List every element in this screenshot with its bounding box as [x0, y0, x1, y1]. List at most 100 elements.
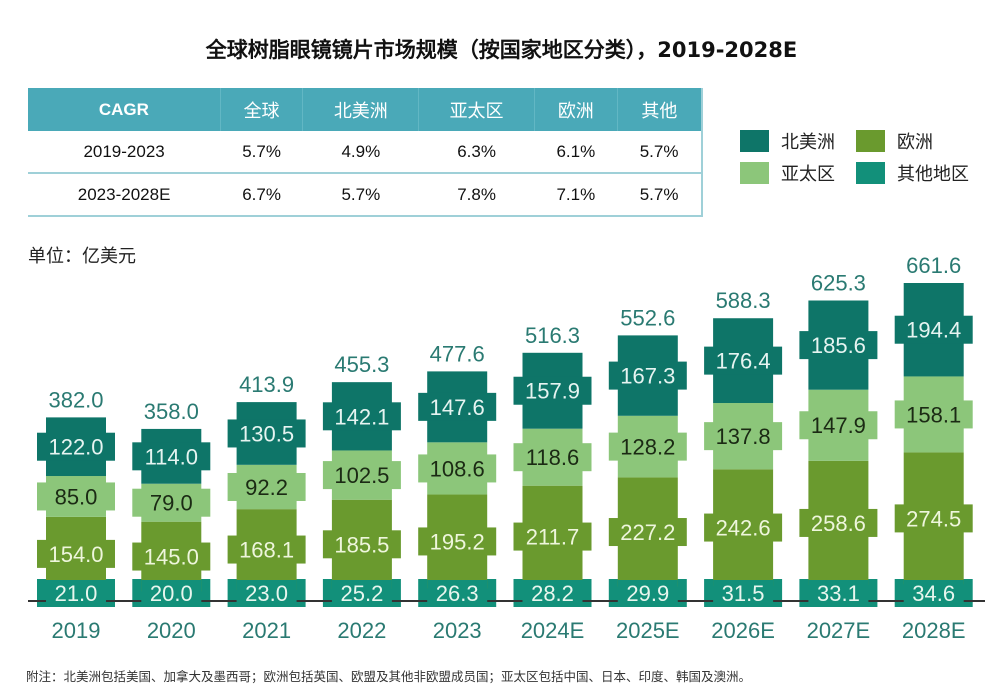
data-label: 85.0 — [55, 484, 98, 509]
data-label: 23.0 — [245, 581, 288, 606]
total-label: 413.9 — [239, 372, 294, 397]
data-label: 137.8 — [716, 424, 771, 449]
x-tick-label: 2028E — [902, 618, 966, 643]
data-label-bg — [903, 580, 964, 606]
data-label-bg — [227, 472, 306, 501]
data-label: 176.4 — [716, 349, 771, 374]
data-label-bg — [46, 580, 106, 606]
x-tick-label: 2021 — [242, 618, 291, 643]
data-label: 25.2 — [340, 581, 383, 606]
data-label-bg — [132, 488, 211, 517]
cagr-header-cell: 亚太区 — [418, 88, 535, 131]
data-label-bg — [427, 580, 488, 606]
x-tick-label: 2025E — [616, 618, 680, 643]
legend-item-asia-pacific: 亚太区 — [740, 160, 835, 186]
data-label-bg — [704, 513, 783, 542]
x-tick-label: 2024E — [521, 618, 585, 643]
data-label-bg — [322, 530, 401, 559]
data-label: 130.5 — [239, 421, 294, 446]
data-label-bg — [617, 580, 678, 606]
legend-item-europe: 欧洲 — [856, 128, 933, 154]
data-label: 79.0 — [150, 491, 193, 516]
cagr-table-header-row: CAGR 全球 北美洲 亚太区 欧洲 其他 — [28, 88, 702, 131]
data-label: 274.5 — [906, 506, 961, 531]
data-label: 122.0 — [48, 435, 103, 460]
data-label-bg — [808, 580, 869, 606]
data-label: 157.9 — [525, 379, 580, 404]
unit-label: 单位：亿美元 — [28, 246, 136, 267]
x-tick-label: 2020 — [147, 618, 196, 643]
data-label-bg — [37, 539, 115, 568]
total-label: 358.0 — [144, 399, 199, 424]
legend-swatch — [740, 130, 769, 152]
data-label-bg — [236, 580, 297, 606]
data-label-bg — [418, 527, 497, 556]
data-label-bg — [799, 411, 878, 440]
legend-label: 亚太区 — [781, 164, 835, 185]
data-label-bg — [894, 400, 973, 429]
data-label: 258.6 — [811, 511, 866, 536]
data-label: 128.2 — [620, 435, 675, 460]
legend-label: 北美洲 — [781, 132, 835, 153]
legend-item-other-regions: 其他地区 — [856, 160, 969, 186]
data-label: 194.4 — [906, 318, 961, 343]
data-label-bg — [132, 442, 211, 471]
data-label: 102.5 — [334, 463, 389, 488]
data-label: 92.2 — [245, 475, 288, 500]
cagr-value-cell: 5.7% — [302, 173, 419, 217]
data-label-bg — [132, 542, 211, 571]
total-label: 552.6 — [620, 305, 675, 330]
data-label-bg — [704, 422, 783, 451]
total-label: 661.6 — [906, 253, 961, 278]
cagr-value-cell: 5.7% — [617, 131, 702, 174]
data-label-bg — [513, 443, 592, 472]
data-label-bg — [894, 504, 973, 533]
data-label-bg — [322, 402, 401, 431]
data-label: 28.2 — [531, 581, 574, 606]
chart-title: 全球树脂眼镜镜片市场规模（按国家地区分类），2019-2028E — [205, 38, 798, 62]
cagr-header-cell: 全球 — [220, 88, 304, 131]
data-label: 211.7 — [526, 525, 579, 550]
cagr-value-cell: 4.9% — [302, 131, 419, 174]
data-label-bg — [799, 508, 878, 537]
cagr-table: CAGR 全球 北美洲 亚太区 欧洲 其他 2019-2023 5.7% 4.9… — [28, 88, 703, 217]
data-label: 26.3 — [436, 581, 479, 606]
cagr-table-row: 2019-2023 5.7% 4.9% 6.3% 6.1% 5.7% — [28, 131, 702, 174]
data-label-bg — [322, 461, 401, 490]
data-label: 31.5 — [722, 581, 765, 606]
legend-swatch — [740, 162, 769, 184]
data-label: 118.6 — [526, 445, 579, 470]
data-label: 29.9 — [626, 581, 669, 606]
total-label: 455.3 — [334, 352, 389, 377]
cagr-header-cell: 北美洲 — [302, 88, 420, 131]
data-label: 167.3 — [620, 364, 675, 389]
cagr-value-cell: 6.7% — [220, 173, 303, 217]
x-tick-label: 2027E — [807, 618, 871, 643]
data-label-bg — [227, 535, 306, 564]
legend-item-north-america: 北美洲 — [740, 128, 835, 154]
cagr-header-cell: CAGR — [28, 88, 221, 131]
cagr-value-cell: 6.1% — [534, 131, 618, 174]
cagr-period-cell: 2019-2023 — [28, 131, 221, 174]
x-tick-label: 2023 — [433, 618, 482, 643]
data-label: 34.6 — [912, 581, 955, 606]
cagr-value-cell: 7.1% — [534, 173, 618, 217]
cagr-value-cell: 7.8% — [418, 173, 535, 217]
cagr-table-row: 2023-2028E 6.7% 5.7% 7.8% 7.1% 5.7% — [28, 173, 702, 217]
data-label-bg — [141, 580, 202, 606]
data-label: 21.0 — [55, 581, 98, 606]
x-tick-label: 2022 — [337, 618, 386, 643]
data-label: 108.6 — [430, 456, 485, 481]
cagr-value-cell: 5.7% — [220, 131, 303, 174]
data-label-bg — [513, 522, 592, 551]
data-label: 20.0 — [150, 581, 193, 606]
total-label: 477.6 — [430, 341, 485, 366]
total-label: 588.3 — [716, 288, 771, 313]
data-label-bg — [37, 482, 115, 511]
data-label: 158.1 — [906, 402, 961, 427]
cagr-header-cell: 其他 — [617, 88, 702, 131]
cagr-value-cell: 5.7% — [617, 173, 702, 217]
cagr-header-cell: 欧洲 — [534, 88, 618, 131]
data-label-bg — [418, 454, 497, 483]
data-label: 168.1 — [239, 538, 294, 563]
